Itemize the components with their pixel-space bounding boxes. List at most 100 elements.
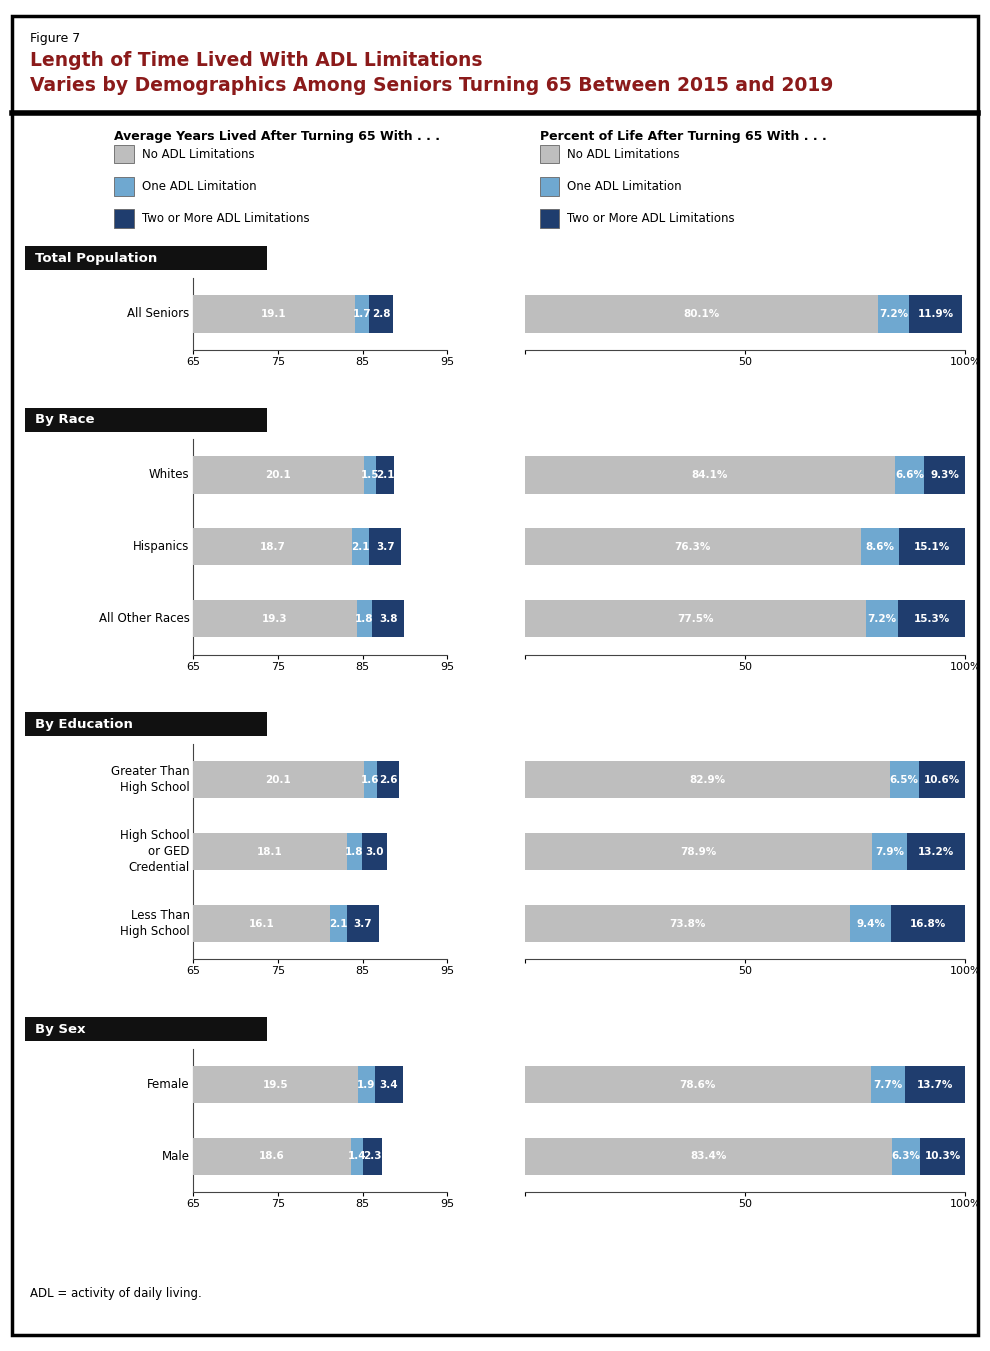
Text: 6.5%: 6.5% (890, 774, 919, 785)
Text: Average Years Lived After Turning 65 With . . .: Average Years Lived After Turning 65 Wit… (114, 130, 440, 143)
Bar (861, 528, 899, 566)
Text: All Seniors: All Seniors (128, 307, 190, 320)
Bar (525, 1066, 871, 1104)
Text: Percent of Life After Turning 65 With . . .: Percent of Life After Turning 65 With . … (540, 130, 827, 143)
Bar (891, 905, 965, 942)
Text: 1.6: 1.6 (361, 774, 379, 785)
Bar (925, 457, 965, 493)
Bar (374, 1066, 403, 1104)
Text: 83.4%: 83.4% (690, 1151, 727, 1162)
Text: 2.1: 2.1 (376, 470, 394, 480)
Text: 16.8%: 16.8% (910, 919, 946, 928)
Text: 19.1: 19.1 (261, 309, 287, 319)
Bar (525, 834, 872, 870)
Text: 11.9%: 11.9% (918, 309, 953, 319)
Text: One ADL Limitation: One ADL Limitation (142, 180, 256, 193)
Text: 78.9%: 78.9% (680, 847, 717, 857)
Bar (892, 1138, 920, 1175)
Text: 20.1: 20.1 (265, 774, 291, 785)
Bar (362, 1138, 382, 1175)
Text: No ADL Limitations: No ADL Limitations (567, 147, 680, 161)
Text: Total Population: Total Population (35, 251, 156, 265)
Text: 2.1: 2.1 (351, 542, 370, 551)
Text: 84.1%: 84.1% (692, 470, 728, 480)
Bar (525, 600, 866, 638)
Text: By Race: By Race (35, 413, 94, 426)
Bar (193, 295, 355, 332)
Text: 7.7%: 7.7% (873, 1079, 903, 1090)
Text: 82.9%: 82.9% (689, 774, 726, 785)
Text: Female: Female (148, 1078, 190, 1092)
Text: 1.4: 1.4 (347, 1151, 366, 1162)
Bar (358, 1066, 374, 1104)
Bar (193, 1138, 350, 1175)
Bar (361, 834, 387, 870)
Bar (193, 761, 363, 798)
Bar (525, 761, 890, 798)
Text: 7.2%: 7.2% (867, 613, 897, 624)
Text: High School
or GED
Credential: High School or GED Credential (120, 830, 190, 874)
Bar (525, 295, 877, 332)
Bar (872, 834, 907, 870)
Bar (369, 295, 393, 332)
Text: 20.1: 20.1 (265, 470, 291, 480)
Text: Male: Male (161, 1150, 190, 1163)
Bar (905, 1066, 965, 1104)
Text: 76.3%: 76.3% (674, 542, 711, 551)
Text: Figure 7: Figure 7 (30, 32, 80, 46)
Text: 80.1%: 80.1% (683, 309, 720, 319)
Bar (193, 600, 356, 638)
Text: Length of Time Lived With ADL Limitations: Length of Time Lived With ADL Limitation… (30, 51, 482, 70)
Bar (376, 457, 394, 493)
Bar (920, 1138, 965, 1175)
Text: 13.7%: 13.7% (917, 1079, 953, 1090)
Bar (849, 905, 891, 942)
Text: Two or More ADL Limitations: Two or More ADL Limitations (567, 212, 735, 226)
Text: 16.1: 16.1 (248, 919, 274, 928)
Text: 13.2%: 13.2% (918, 847, 954, 857)
Bar (347, 905, 379, 942)
Text: 18.7: 18.7 (259, 542, 285, 551)
Text: 2.1: 2.1 (330, 919, 347, 928)
Text: 7.9%: 7.9% (875, 847, 904, 857)
Bar (898, 600, 965, 638)
Text: 78.6%: 78.6% (680, 1079, 716, 1090)
Text: 3.7: 3.7 (376, 542, 394, 551)
Bar (193, 528, 351, 566)
Bar (372, 600, 404, 638)
Bar (369, 528, 401, 566)
Bar (919, 761, 965, 798)
Bar (330, 905, 347, 942)
Text: Greater Than
High School: Greater Than High School (111, 765, 190, 794)
Bar (871, 1066, 905, 1104)
Text: ADL = activity of daily living.: ADL = activity of daily living. (30, 1286, 201, 1300)
Bar (193, 1066, 358, 1104)
Text: 10.3%: 10.3% (925, 1151, 960, 1162)
Bar (193, 834, 346, 870)
Text: 18.6: 18.6 (259, 1151, 285, 1162)
Bar (899, 528, 965, 566)
Text: 3.4: 3.4 (379, 1079, 398, 1090)
Text: 18.1: 18.1 (257, 847, 283, 857)
Text: By Education: By Education (35, 717, 133, 731)
Text: 2.3: 2.3 (363, 1151, 382, 1162)
Text: 9.3%: 9.3% (931, 470, 959, 480)
Text: Whites: Whites (149, 469, 190, 481)
Text: By Sex: By Sex (35, 1023, 85, 1036)
Text: Hispanics: Hispanics (134, 540, 190, 554)
Text: 15.1%: 15.1% (914, 542, 950, 551)
Bar (193, 905, 330, 942)
Bar (909, 295, 961, 332)
Text: 3.8: 3.8 (379, 613, 397, 624)
Bar (193, 457, 363, 493)
Text: 3.7: 3.7 (353, 919, 372, 928)
Text: No ADL Limitations: No ADL Limitations (142, 147, 254, 161)
Bar (525, 905, 849, 942)
Bar (525, 1138, 892, 1175)
Text: 10.6%: 10.6% (924, 774, 960, 785)
Text: 7.2%: 7.2% (879, 309, 908, 319)
Text: 19.5: 19.5 (263, 1079, 288, 1090)
Bar (525, 457, 895, 493)
Bar (351, 528, 369, 566)
Bar (350, 1138, 362, 1175)
